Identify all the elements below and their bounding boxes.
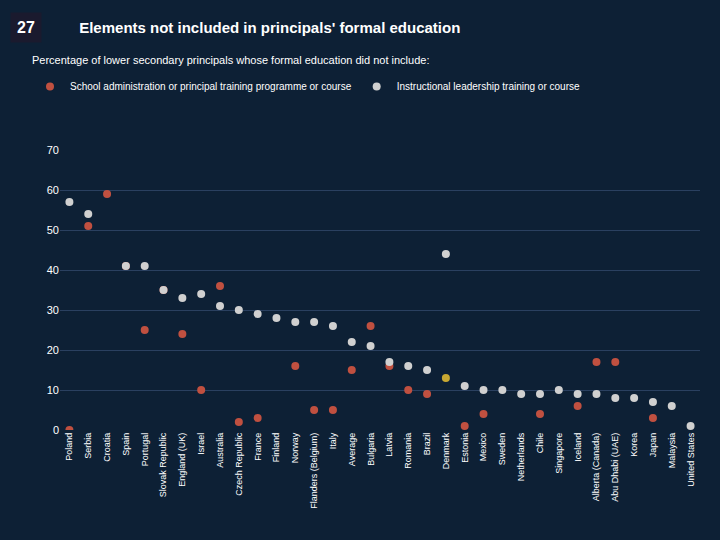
- svg-text:70: 70: [47, 144, 59, 156]
- svg-text:40: 40: [47, 264, 59, 276]
- svg-text:Norway: Norway: [290, 432, 300, 463]
- svg-text:Denmark: Denmark: [441, 432, 451, 469]
- svg-text:Percentage of lower secondary: Percentage of lower secondary principals…: [32, 54, 429, 66]
- svg-text:Czech Republic: Czech Republic: [234, 432, 244, 496]
- svg-text:Portugal: Portugal: [140, 433, 150, 467]
- svg-text:Latvia: Latvia: [384, 433, 394, 457]
- svg-text:50: 50: [47, 224, 59, 236]
- svg-text:Bulgaria: Bulgaria: [366, 433, 376, 466]
- svg-text:United States: United States: [686, 432, 696, 487]
- svg-text:20: 20: [47, 344, 59, 356]
- svg-text:Flanders (Belgium): Flanders (Belgium): [309, 433, 319, 509]
- svg-text:Croatia: Croatia: [102, 433, 112, 462]
- svg-text:Romania: Romania: [403, 433, 413, 469]
- svg-text:Malaysia: Malaysia: [667, 433, 677, 469]
- svg-text:Brazil: Brazil: [422, 433, 432, 456]
- svg-text:60: 60: [47, 184, 59, 196]
- svg-text:30: 30: [47, 304, 59, 316]
- svg-text:Israel: Israel: [196, 433, 206, 455]
- svg-text:Sweden: Sweden: [497, 433, 507, 466]
- svg-text:0: 0: [53, 424, 59, 436]
- svg-text:Italy: Italy: [328, 432, 338, 449]
- svg-text:Average: Average: [347, 433, 357, 466]
- svg-text:Australia: Australia: [215, 433, 225, 468]
- svg-text:Chile: Chile: [535, 433, 545, 454]
- svg-text:Abu Dhabi (UAE): Abu Dhabi (UAE): [610, 433, 620, 502]
- svg-text:France: France: [253, 433, 263, 461]
- svg-text:Singapore: Singapore: [554, 433, 564, 474]
- svg-text:Elements not included in princ: Elements not included in principals' for…: [79, 19, 460, 36]
- svg-text:Serbia: Serbia: [83, 433, 93, 459]
- svg-text:Mexico: Mexico: [478, 433, 488, 462]
- svg-text:Alberta (Canada): Alberta (Canada): [591, 433, 601, 502]
- svg-text:Korea: Korea: [629, 433, 639, 457]
- svg-text:England (UK): England (UK): [177, 433, 187, 487]
- svg-text:Netherlands: Netherlands: [516, 432, 526, 481]
- svg-text:Finland: Finland: [271, 433, 281, 463]
- svg-text:Japan: Japan: [648, 433, 658, 458]
- svg-text:Poland: Poland: [64, 433, 74, 461]
- svg-text:Iceland: Iceland: [573, 433, 583, 462]
- svg-text:10: 10: [47, 384, 59, 396]
- svg-text:School administration or princ: School administration or principal train…: [70, 81, 352, 92]
- svg-text:Spain: Spain: [121, 433, 131, 456]
- svg-text:Instructional leadership train: Instructional leadership training or cou…: [397, 81, 580, 92]
- svg-text:27: 27: [17, 19, 35, 36]
- svg-text:Slovak Republic: Slovak Republic: [158, 432, 168, 497]
- svg-text:Estonia: Estonia: [460, 433, 470, 463]
